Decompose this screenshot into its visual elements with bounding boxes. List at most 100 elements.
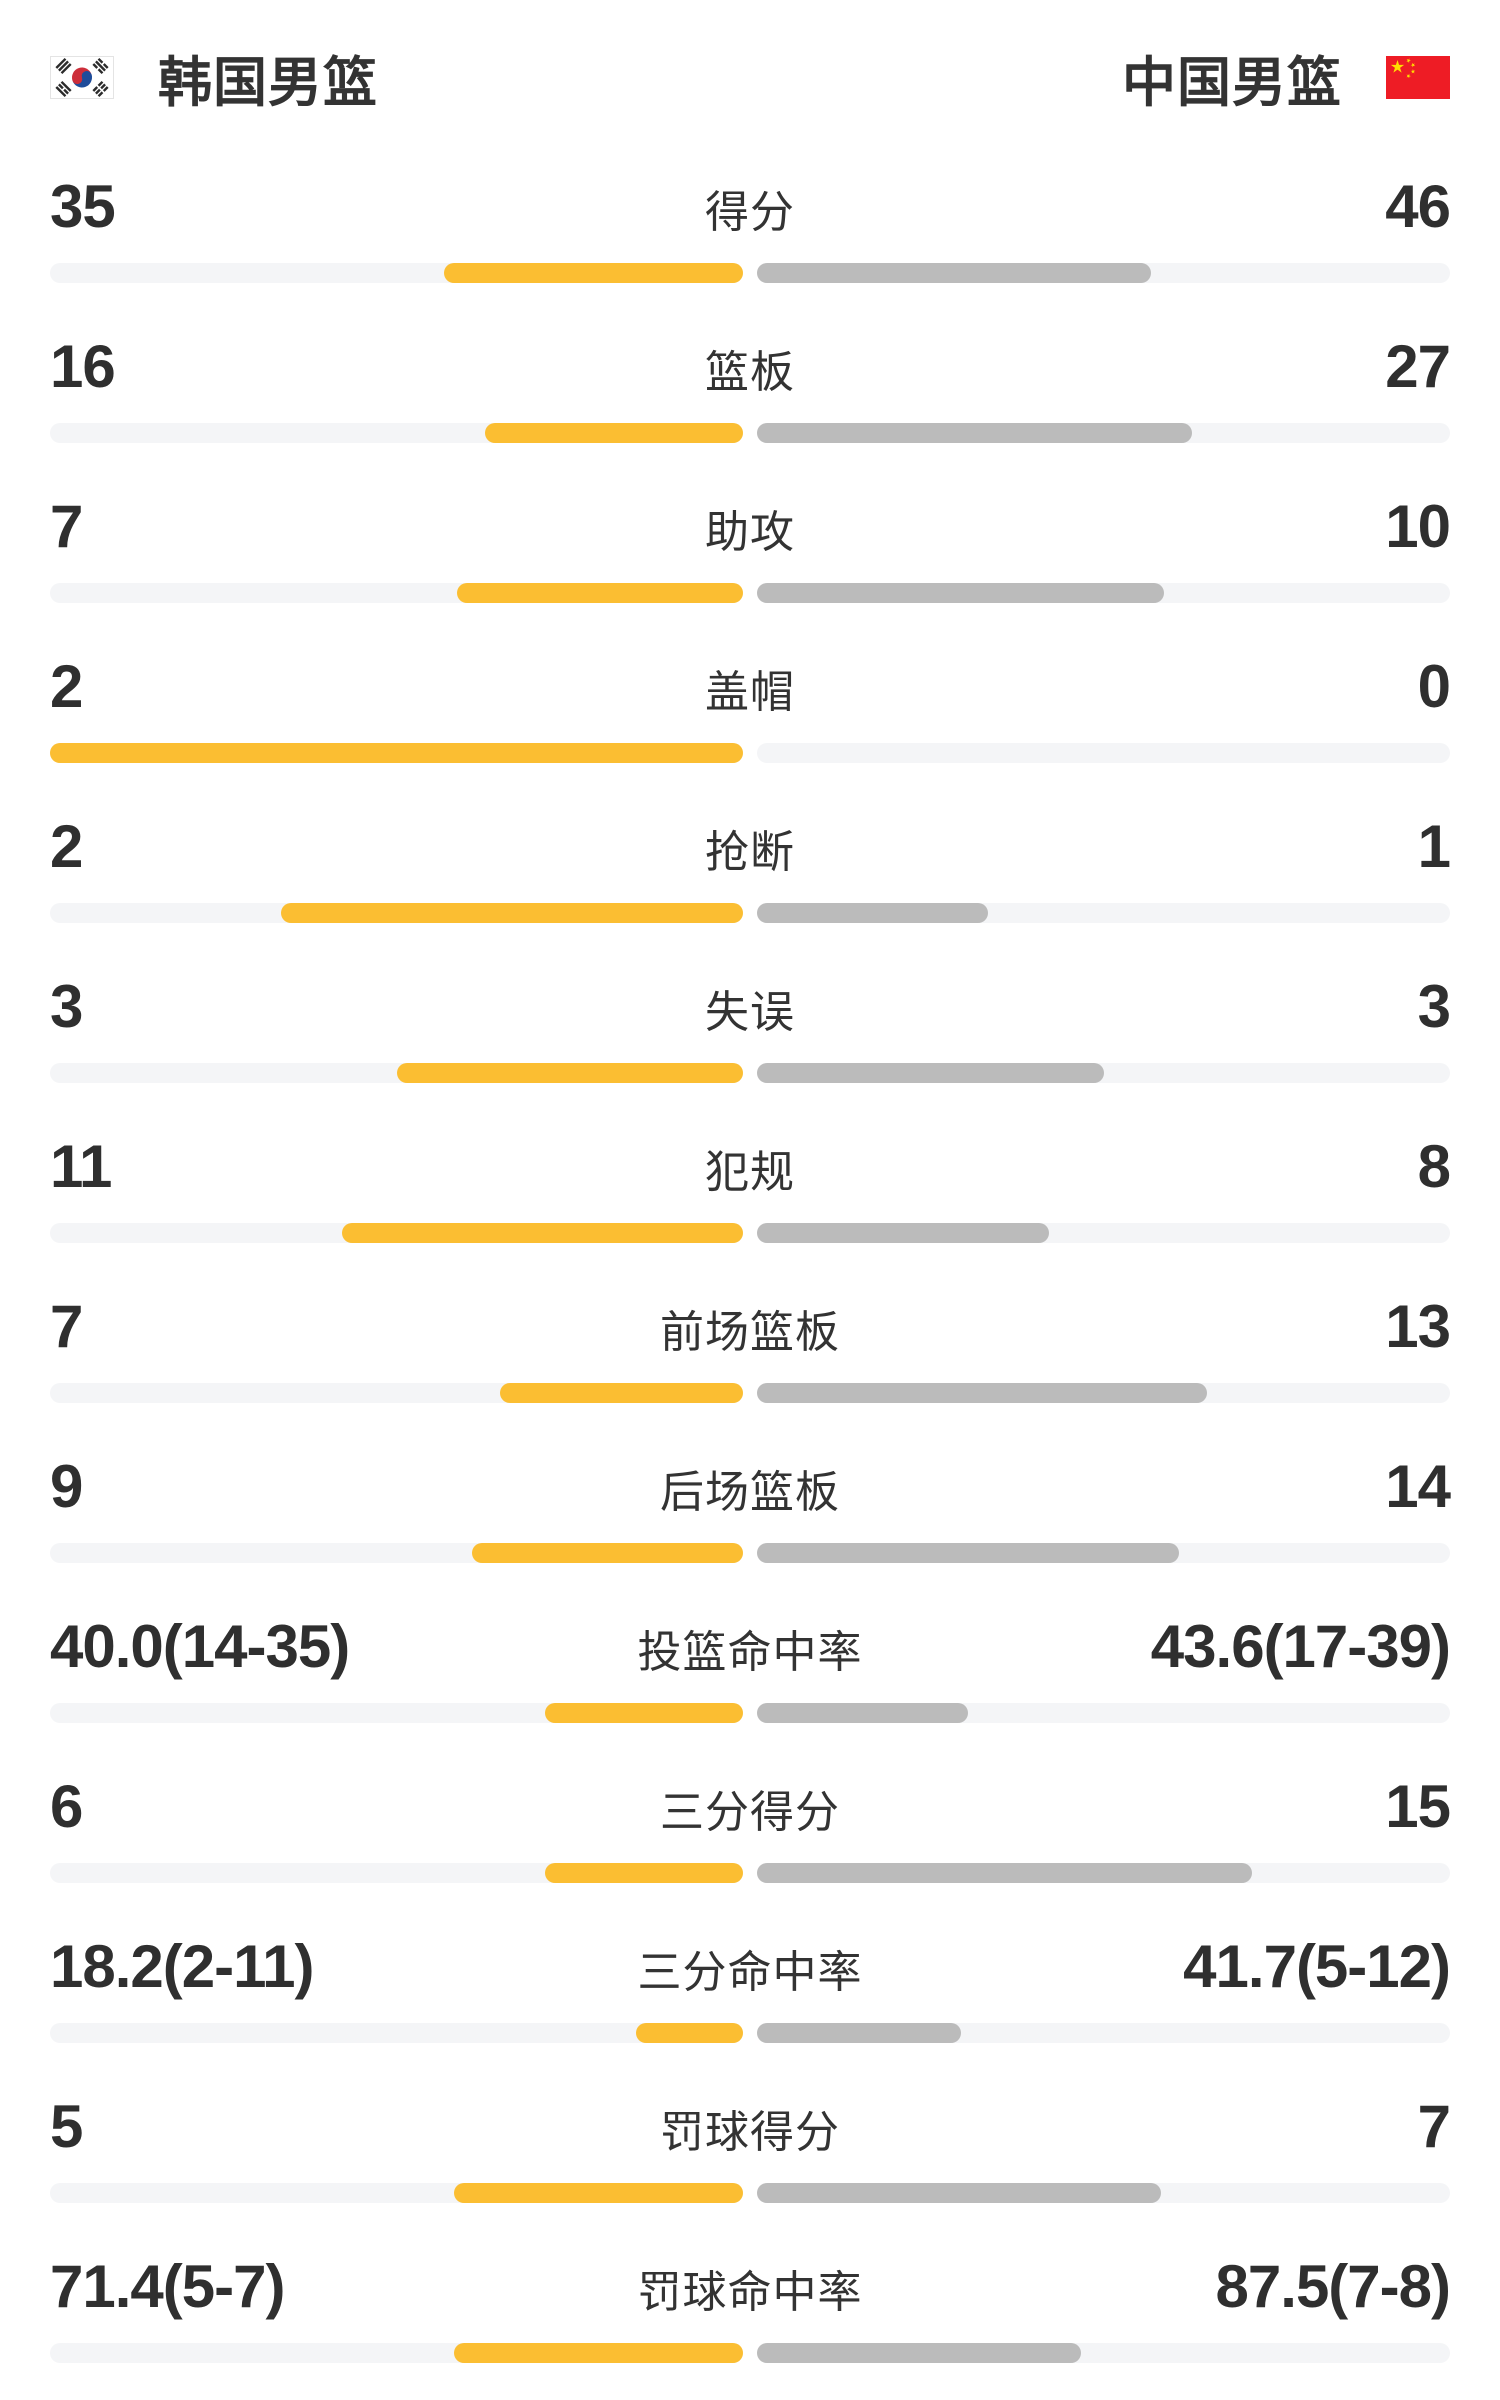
stat-label: 盖帽 <box>705 668 795 717</box>
home-bar-track <box>50 2183 743 2203</box>
away-team-name: 中国男篮 <box>1122 52 1342 113</box>
away-stat-value: 41.7(5-12) <box>1183 1933 1451 2000</box>
stat-label: 罚球命中率 <box>637 2268 863 2317</box>
home-stat-value: 40.0(14-35) <box>50 1613 350 1680</box>
away-bar-track <box>757 1063 1450 1083</box>
away-stat-value: 87.5(7-8) <box>1215 2253 1451 2320</box>
away-bar-fill <box>757 903 988 923</box>
home-stat-value: 2 <box>50 653 83 720</box>
away-bar-fill <box>757 2183 1162 2203</box>
home-stat-value: 7 <box>50 1293 83 1360</box>
home-bar-track <box>50 1063 743 1083</box>
home-bar-track <box>50 1223 743 1243</box>
away-stat-value: 8 <box>1417 1133 1451 1200</box>
stat-row: 35 得分 46 <box>50 171 1451 283</box>
stat-row: 16 篮板 27 <box>50 331 1451 443</box>
china-flag-icon <box>1386 55 1450 99</box>
home-bar-fill <box>472 1543 743 1563</box>
home-bar-track <box>50 583 743 603</box>
away-stat-value: 0 <box>1417 653 1451 720</box>
away-bar-track <box>757 743 1450 763</box>
away-bar-fill <box>757 423 1193 443</box>
away-bar-fill <box>757 1223 1049 1243</box>
away-bar-fill <box>757 263 1151 283</box>
away-team: 中国男篮 <box>1122 38 1450 117</box>
away-bar-fill <box>757 1863 1252 1883</box>
home-bar-track <box>50 1703 743 1723</box>
stat-row: 40.0(14-35) 投篮命中率 43.6(17-39) <box>50 1611 1451 1723</box>
stat-bars <box>50 1863 1450 1883</box>
home-team: 韩国男篮 <box>50 38 378 117</box>
home-stat-value: 11 <box>50 1133 112 1200</box>
home-bar-fill <box>636 2023 743 2043</box>
away-bar-track <box>757 2343 1450 2363</box>
away-bar-track <box>757 1863 1450 1883</box>
home-stat-value: 18.2(2-11) <box>50 1933 315 2000</box>
home-stat-value: 3 <box>50 973 83 1040</box>
stat-row: 11 犯规 8 <box>50 1131 1451 1243</box>
home-bar-fill <box>396 1063 743 1083</box>
home-bar-track <box>50 1863 743 1883</box>
stat-bars <box>50 583 1450 603</box>
away-bar-track <box>757 1543 1450 1563</box>
away-stat-value: 10 <box>1385 493 1451 560</box>
home-bar-fill <box>544 1863 743 1883</box>
away-bar-track <box>757 583 1450 603</box>
stat-bars <box>50 1383 1450 1403</box>
home-stat-value: 71.4(5-7) <box>50 2253 285 2320</box>
home-bar-track <box>50 2023 743 2043</box>
away-stat-value: 1 <box>1417 813 1451 880</box>
home-stat-value: 6 <box>50 1773 83 1840</box>
stat-label: 助攻 <box>705 508 795 557</box>
away-bar-track <box>757 1703 1450 1723</box>
stat-label: 抢断 <box>705 828 795 877</box>
home-bar-fill <box>50 743 743 763</box>
stat-row: 18.2(2-11) 三分命中率 41.7(5-12) <box>50 1931 1451 2043</box>
home-stat-value: 2 <box>50 813 83 880</box>
stat-bars <box>50 2183 1450 2203</box>
teams-header: 韩国男篮 中国男篮 <box>50 0 1450 113</box>
stat-row: 71.4(5-7) 罚球命中率 87.5(7-8) <box>50 2251 1451 2363</box>
away-stat-value: 3 <box>1417 973 1451 1040</box>
away-bar-track <box>757 903 1450 923</box>
stat-bars <box>50 1223 1450 1243</box>
stat-label: 三分命中率 <box>637 1948 863 1997</box>
home-bar-fill <box>485 423 743 443</box>
stat-bars <box>50 2343 1450 2363</box>
stat-bars <box>50 1543 1450 1563</box>
stat-row: 2 盖帽 0 <box>50 651 1451 763</box>
stat-bars <box>50 903 1450 923</box>
stat-row: 9 后场篮板 14 <box>50 1451 1451 1563</box>
stat-bars <box>50 2023 1450 2043</box>
stat-label: 篮板 <box>705 348 795 397</box>
away-stat-value: 43.6(17-39) <box>1150 1613 1451 1680</box>
home-bar-track <box>50 1383 743 1403</box>
stat-bars <box>50 1063 1450 1083</box>
away-stat-value: 46 <box>1385 173 1451 240</box>
stat-bars <box>50 743 1450 763</box>
home-bar-track <box>50 423 743 443</box>
home-bar-track <box>50 743 743 763</box>
home-bar-fill <box>544 1703 743 1723</box>
away-stat-value: 15 <box>1385 1773 1451 1840</box>
home-bar-track <box>50 903 743 923</box>
stat-bars <box>50 263 1450 283</box>
stat-row: 7 助攻 10 <box>50 491 1451 603</box>
away-stat-value: 14 <box>1385 1453 1451 1520</box>
away-bar-track <box>757 423 1450 443</box>
stat-label: 罚球得分 <box>660 2108 840 2157</box>
away-bar-fill <box>757 1383 1208 1403</box>
home-stat-value: 16 <box>50 333 116 400</box>
home-stat-value: 35 <box>50 173 116 240</box>
away-bar-track <box>757 1383 1450 1403</box>
stat-row: 2 抢断 1 <box>50 811 1451 923</box>
away-bar-fill <box>757 1703 968 1723</box>
stat-bars <box>50 1703 1450 1723</box>
home-stat-value: 5 <box>50 2093 83 2160</box>
away-stat-value: 7 <box>1417 2093 1451 2160</box>
away-bar-track <box>757 1223 1450 1243</box>
home-bar-track <box>50 1543 743 1563</box>
home-team-name: 韩国男篮 <box>158 52 378 113</box>
home-bar-fill <box>454 2343 743 2363</box>
